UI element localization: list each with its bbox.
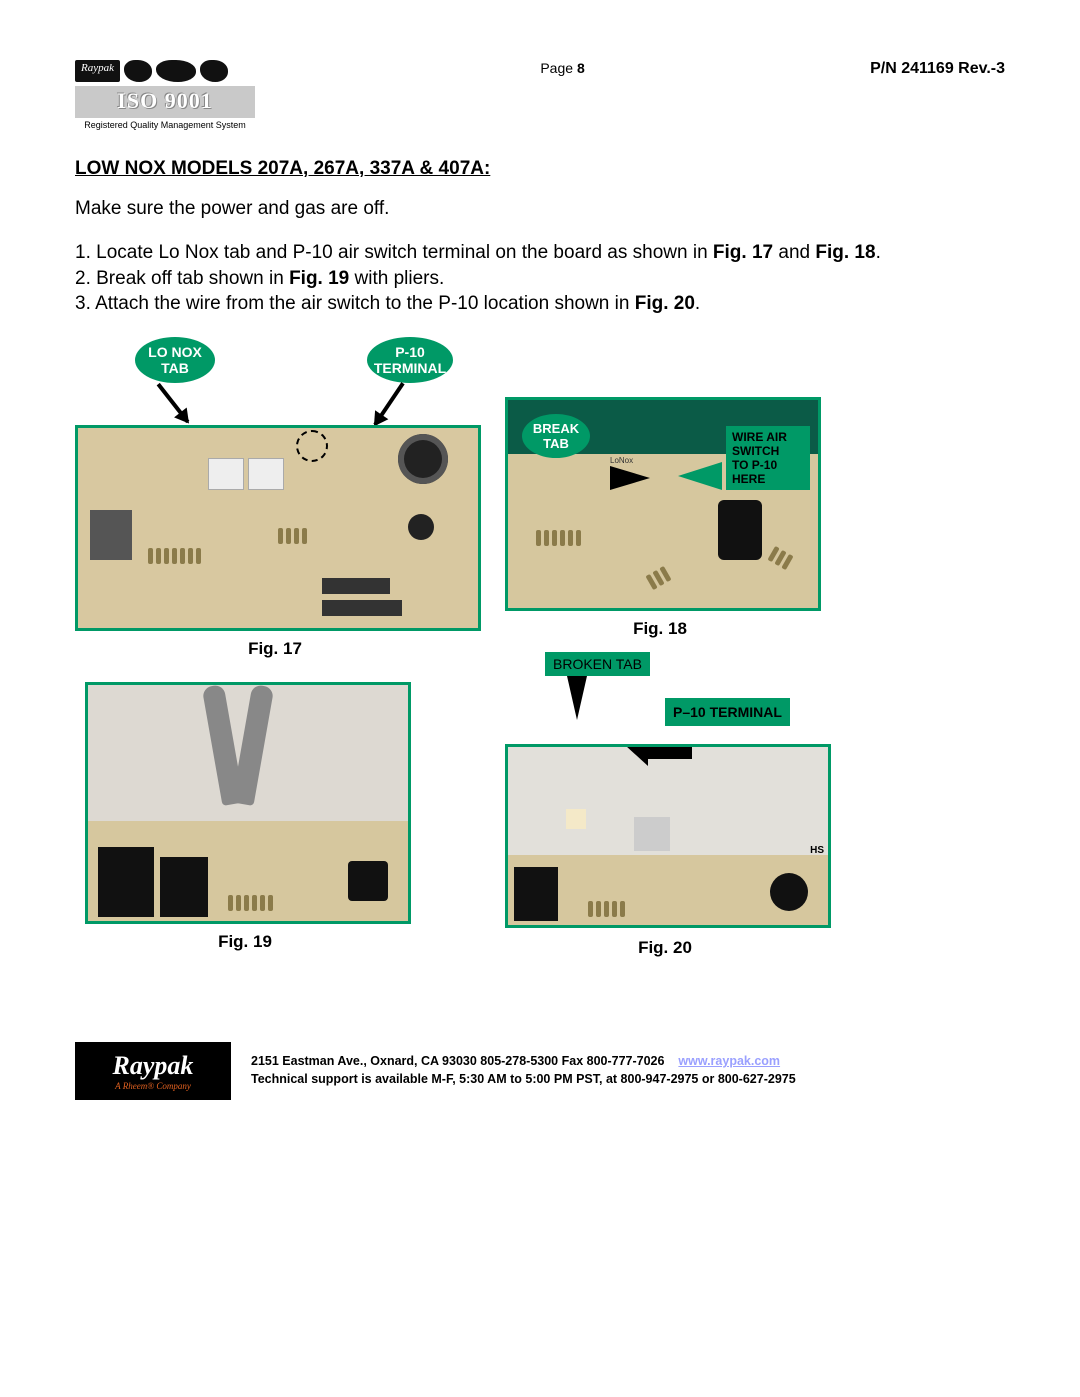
footer-text: 2151 Eastman Ave., Oxnard, CA 93030 805-… (251, 1053, 1005, 1088)
image-19 (85, 682, 411, 924)
part-number: P/N 241169 Rev.-3 (870, 60, 1005, 78)
fig20-caption: Fig. 20 (505, 938, 825, 958)
fig17-caption: Fig. 17 (75, 639, 475, 659)
figure-20: BROKEN TAB P–10 TERMINAL HS Fig. 20 (505, 652, 825, 958)
p10-terminal-pad (634, 817, 670, 851)
arrow-icon (567, 676, 587, 720)
callout-lonox-tab: LO NOX TAB (135, 337, 215, 383)
section-title: LOW NOX MODELS 207A, 267A, 337A & 407A: (75, 158, 1005, 180)
arrow-icon (610, 466, 650, 490)
image-20: HS (505, 744, 831, 928)
capacitor-icon (718, 500, 762, 560)
pcb-image-17 (75, 425, 481, 631)
pcb-image-18: BREAK TAB WIRE AIR SWITCH TO P-10 HERE L… (505, 397, 821, 611)
board-edge (88, 821, 408, 921)
lonox-print: LoNox (610, 456, 633, 465)
board-edge (508, 855, 828, 925)
iso-logo-block: Raypak ISO 9001 Registered Quality Manag… (75, 60, 255, 140)
callout-p10-terminal: P-10 TERMINAL (367, 337, 453, 383)
arrow-icon (157, 383, 190, 423)
footer-url[interactable]: www.raypak.com (678, 1054, 780, 1068)
iso-text: ISO 9001 (75, 88, 255, 114)
arrow-icon (678, 462, 722, 490)
raypak-logo: Raypak A Rheem® Company (75, 1042, 231, 1100)
page-number: Page 8 (255, 60, 870, 76)
figure-row-2: Fig. 19 BROKEN TAB P–10 TERMINAL HS Fig.… (75, 682, 1005, 962)
callout-break-tab: BREAK TAB (522, 414, 590, 458)
figure-18: BREAK TAB WIRE AIR SWITCH TO P-10 HERE L… (505, 397, 815, 639)
intro-text: Make sure the power and gas are off. (75, 198, 1005, 220)
world-map-icon (120, 60, 228, 82)
page-footer: Raypak A Rheem® Company 2151 Eastman Ave… (75, 1042, 1005, 1100)
broken-tab-pad (566, 809, 586, 829)
arrow-icon (646, 744, 692, 759)
reg-text: Registered Quality Management System (75, 120, 255, 130)
raypak-small-logo: Raypak (75, 60, 120, 82)
figure-row-1: LO NOX TAB P-10 TERMINAL Fig. 1 (75, 347, 1005, 667)
pliers-icon (232, 684, 275, 806)
knob-icon (398, 434, 448, 484)
steps-list: 1. Locate Lo Nox tab and P-10 air switch… (75, 240, 1005, 317)
step-2: 2. Break off tab shown in Fig. 19 with p… (75, 266, 1005, 292)
figure-17: LO NOX TAB P-10 TERMINAL Fig. 1 (75, 347, 475, 659)
figure-19: Fig. 19 (85, 682, 405, 952)
callout-wire-air-switch: WIRE AIR SWITCH TO P-10 HERE (726, 426, 810, 490)
page-header: Raypak ISO 9001 Registered Quality Manag… (75, 60, 1005, 140)
callout-p10-terminal: P–10 TERMINAL (665, 698, 790, 726)
dashed-circle-icon (296, 430, 328, 462)
step-1: 1. Locate Lo Nox tab and P-10 air switch… (75, 240, 1005, 266)
step-3: 3. Attach the wire from the air switch t… (75, 291, 1005, 317)
iso-box: ISO 9001 (75, 86, 255, 118)
callout-broken-tab: BROKEN TAB (545, 652, 650, 676)
fig19-caption: Fig. 19 (85, 932, 405, 952)
fig18-caption: Fig. 18 (505, 619, 815, 639)
document-page: Raypak ISO 9001 Registered Quality Manag… (0, 0, 1080, 1130)
arrow-icon (373, 382, 404, 426)
